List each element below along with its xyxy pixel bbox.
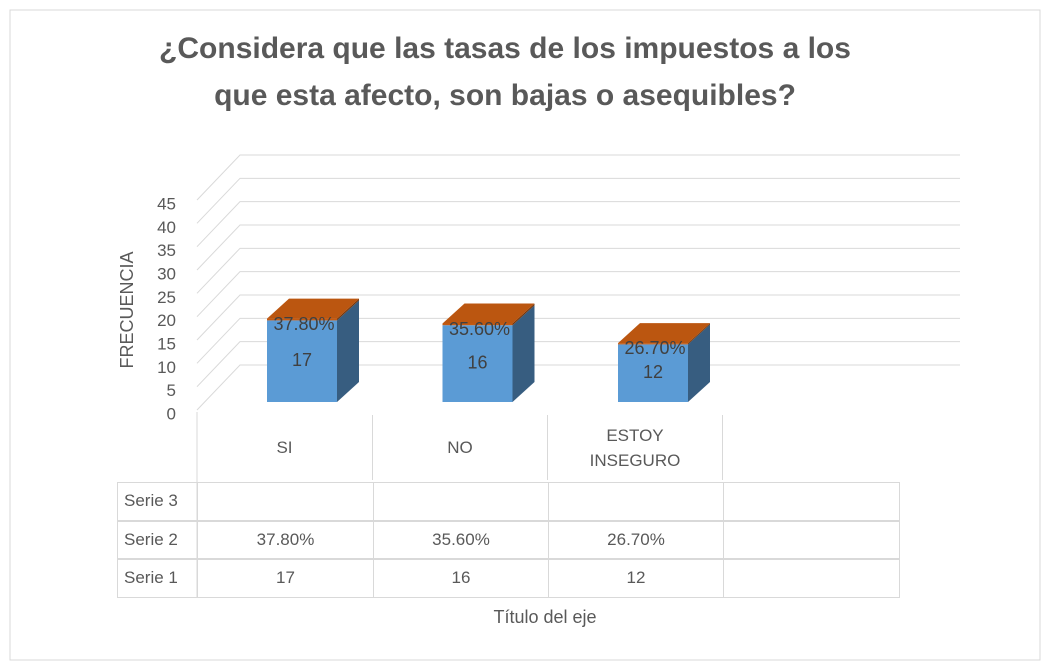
- table-cell: 17: [197, 559, 373, 598]
- category-label: SI: [197, 415, 373, 480]
- y-tick-label: 25: [157, 288, 176, 307]
- chart-title: que esta afecto, son bajas o asequibles?: [214, 79, 796, 112]
- data-label: 26.70%: [624, 338, 685, 358]
- data-label: 12: [643, 362, 663, 382]
- bar-side: [512, 305, 535, 402]
- table-cell: 26.70%: [548, 520, 723, 559]
- x-axis-title: Título del eje: [493, 607, 596, 627]
- table-cell: [723, 520, 900, 559]
- data-label: 35.60%: [449, 319, 510, 339]
- y-tick-label: 10: [157, 358, 176, 377]
- grid-line: [196, 271, 960, 318]
- category-label: ESTOY INSEGURO: [548, 415, 723, 480]
- y-tick-label: 15: [157, 334, 176, 353]
- y-tick-label: 20: [157, 311, 176, 330]
- y-tick-label: 30: [157, 264, 176, 283]
- grid-line: [196, 341, 960, 388]
- category-label: NO: [373, 415, 548, 480]
- y-tick-label: 35: [157, 241, 176, 260]
- data-label: 37.80%: [273, 314, 334, 334]
- table-cell: [197, 482, 373, 521]
- table-cell: [723, 482, 900, 521]
- title-line: que esta afecto, son bajas o asequibles?: [214, 79, 796, 112]
- chart-title: ¿Considera que las tasas de los impuesto…: [159, 32, 851, 65]
- series-name: Serie 2: [117, 520, 197, 559]
- grid-line: [196, 201, 960, 248]
- table-cell: 16: [373, 559, 548, 598]
- bar-front: [267, 320, 337, 402]
- table-cell: 12: [548, 559, 723, 598]
- series-name: Serie 1: [117, 559, 197, 598]
- bar-front: [267, 318, 337, 321]
- bar-side: [337, 300, 359, 402]
- table-cell: [548, 482, 723, 521]
- grid-line: [196, 317, 960, 364]
- grid-line: [196, 294, 960, 341]
- bar-side: [337, 298, 359, 321]
- table-cell: [723, 559, 900, 598]
- data-label: 17: [292, 350, 312, 370]
- table-cell: [373, 482, 548, 521]
- bar-top: [618, 323, 710, 344]
- bar-top: [442, 303, 535, 324]
- data-label: 16: [467, 352, 487, 372]
- grid-line: [196, 154, 960, 201]
- grid-line: [196, 247, 960, 294]
- title-line: ¿Considera que las tasas de los impuesto…: [159, 32, 851, 65]
- grid-line: [196, 177, 960, 224]
- y-tick-label: 40: [157, 218, 176, 237]
- bar-front: [442, 325, 513, 402]
- bar-side: [688, 324, 710, 402]
- bar-front: [442, 323, 513, 326]
- y-tick-label: 0: [167, 404, 176, 423]
- y-tick-label: 5: [167, 381, 176, 400]
- bar-front: [618, 344, 688, 402]
- y-tick-label: 45: [157, 194, 176, 213]
- bar-side: [512, 303, 535, 326]
- bar-side: [688, 323, 710, 345]
- bar-top: [267, 298, 359, 319]
- table-cell: 37.80%: [197, 520, 373, 559]
- grid-line: [196, 224, 960, 271]
- grid-line: [196, 364, 960, 411]
- series-name: Serie 3: [117, 482, 197, 521]
- y-axis-title: FRECUENCIA: [117, 251, 137, 368]
- table-cell: 35.60%: [373, 520, 548, 559]
- bar-front: [618, 343, 688, 345]
